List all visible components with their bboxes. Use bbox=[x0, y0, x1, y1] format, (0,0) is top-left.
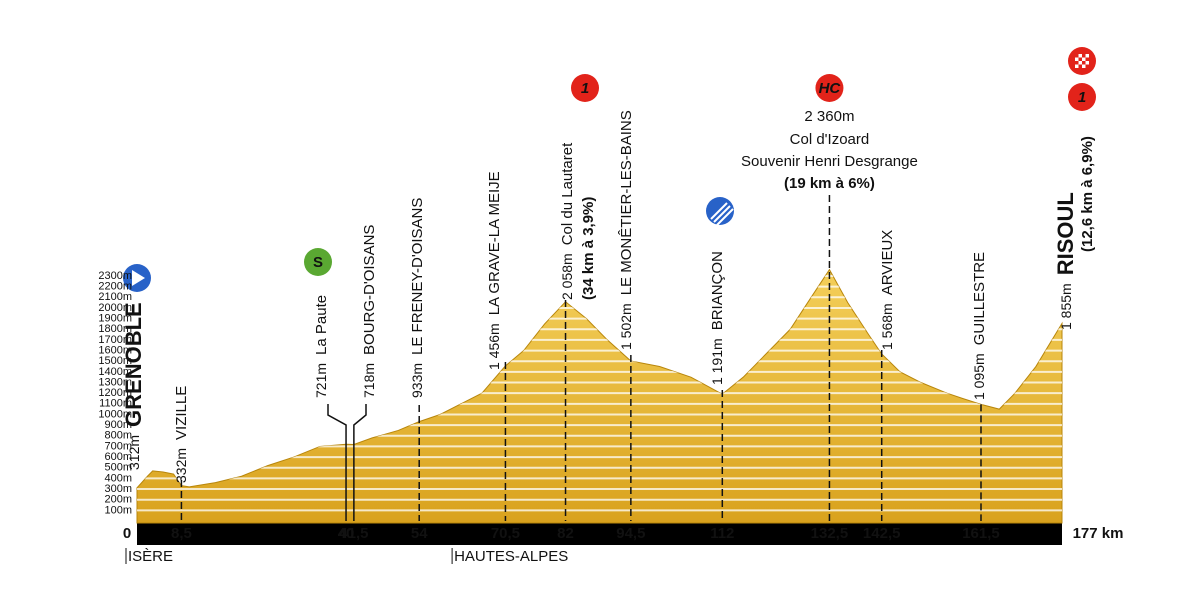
category-badge bbox=[1068, 83, 1096, 111]
waypoint-name: BRIANÇON bbox=[709, 251, 726, 330]
y-tick-label: 1100m bbox=[99, 398, 132, 410]
climb-label: (19 km à 6%) bbox=[784, 175, 875, 192]
sprint-badge bbox=[304, 248, 332, 276]
y-tick-label: 700m bbox=[104, 440, 132, 452]
x-tick-label: 132,5 bbox=[811, 525, 849, 542]
elevation-area bbox=[136, 268, 1063, 524]
x-tick-label: 0 bbox=[123, 525, 131, 542]
climb-label: (12,6 km à 6,9%) bbox=[1079, 136, 1096, 252]
y-tick-label: 1800m bbox=[98, 323, 132, 335]
y-tick-label: 1500m bbox=[98, 355, 132, 367]
waypoint-label: 718m BOURG-D'OISANS bbox=[361, 225, 378, 398]
y-tick-label: 1200m bbox=[98, 387, 132, 399]
category-label: HC bbox=[819, 80, 842, 97]
x-tick-label: 70,5 bbox=[491, 525, 520, 542]
x-tick-label: 161,5 bbox=[962, 525, 1000, 542]
waypoint-label: 332m VIZILLE bbox=[173, 386, 190, 483]
x-tick-label: 82 bbox=[557, 525, 574, 542]
waypoint-label: 721m La Paute bbox=[313, 295, 330, 398]
waypoint-name: Col du Lautaret bbox=[559, 142, 576, 245]
waypoint-name: VIZILLE bbox=[173, 386, 190, 440]
altitude-label: 1 095m bbox=[971, 353, 987, 400]
altitude-label: 721m bbox=[313, 363, 329, 398]
leader-line bbox=[353, 404, 367, 521]
x-tick-label: 40 bbox=[338, 525, 355, 542]
x-tick-label: 41,5 bbox=[339, 525, 368, 542]
waypoint-name: LE MONÊTIER-LES-BAINS bbox=[618, 110, 635, 295]
y-tick-label: 2200m bbox=[98, 281, 132, 293]
sprint-label: S bbox=[313, 254, 323, 271]
climb-label: (34 km à 3,9%) bbox=[580, 197, 597, 300]
category-badge bbox=[815, 74, 844, 102]
waypoint-label: 1 855m RISOUL bbox=[1053, 192, 1078, 330]
y-tick-label: 1700m bbox=[98, 334, 132, 346]
x-tick-label: 112 bbox=[710, 525, 734, 542]
waypoint-name: GRENOBLE bbox=[121, 302, 146, 427]
y-tick-label: 800m bbox=[104, 430, 132, 442]
finish-flag-icon bbox=[1068, 47, 1096, 75]
y-tick-label: 100m bbox=[104, 504, 132, 516]
waypoint-name: Col d'Izoard bbox=[790, 131, 870, 148]
waypoint-name: ARVIEUX bbox=[879, 230, 896, 296]
altitude-label: 2 058m bbox=[559, 253, 575, 300]
y-tick-label: 2100m bbox=[98, 291, 132, 303]
altitude-label: 718m bbox=[361, 363, 377, 398]
altitude-label: 1 191m bbox=[709, 338, 725, 385]
waypoint-name: LE FRENEY-D'OISANS bbox=[409, 198, 426, 355]
y-tick-label: 1300m bbox=[98, 376, 132, 388]
waypoint-label: 1 191m BRIANÇON bbox=[709, 251, 726, 385]
x-tick-label: 8,5 bbox=[171, 525, 192, 542]
waypoint-label: 1 568m ARVIEUX bbox=[879, 230, 896, 350]
region-label: ISÈRE bbox=[128, 548, 173, 565]
y-tick-label: 300m bbox=[104, 483, 132, 495]
altitude-label: 933m bbox=[409, 363, 425, 398]
y-tick-label: 2300m bbox=[98, 270, 132, 282]
feed-zone-icon bbox=[706, 197, 734, 226]
y-tick-label: 2000m bbox=[98, 302, 132, 314]
waypoint-label: 1 456m LA GRAVE-LA MEIJE bbox=[486, 171, 503, 370]
y-tick-label: 1600m bbox=[98, 344, 132, 356]
waypoint-name: GUILLESTRE bbox=[971, 252, 988, 345]
waypoint-label: 312m GRENOBLE bbox=[121, 302, 146, 470]
y-tick-label: 1900m bbox=[98, 313, 132, 325]
waypoint-subtitle: Souvenir Henri Desgrange bbox=[741, 153, 918, 170]
leader-line bbox=[327, 404, 347, 521]
y-tick-label: 1000m bbox=[98, 408, 132, 420]
altitude-label: 332m bbox=[173, 448, 189, 483]
waypoint-name: BOURG-D'OISANS bbox=[361, 225, 378, 355]
category-badge bbox=[571, 74, 599, 102]
y-tick-label: 200m bbox=[104, 494, 132, 506]
y-tick-label: 600m bbox=[104, 451, 132, 463]
start-icon bbox=[123, 264, 151, 292]
waypoint-label: 1 502m LE MONÊTIER-LES-BAINS bbox=[618, 110, 635, 350]
waypoint-name: RISOUL bbox=[1053, 192, 1078, 275]
x-tick-label: 142,5 bbox=[863, 525, 901, 542]
x-tick-label: 54 bbox=[411, 525, 428, 542]
category-label: 1 bbox=[1078, 89, 1086, 106]
y-tick-label: 1400m bbox=[98, 366, 132, 378]
y-tick-label: 400m bbox=[104, 472, 132, 484]
altitude-label: 1 456m bbox=[486, 323, 502, 370]
waypoint-name: La Paute bbox=[313, 295, 330, 355]
x-tick-label: 94,5 bbox=[616, 525, 645, 542]
region-label: HAUTES-ALPES bbox=[454, 548, 568, 565]
y-tick-label: 900m bbox=[104, 419, 132, 431]
km-axis-bar bbox=[137, 523, 1062, 545]
altitude-label: 2 360m bbox=[804, 108, 854, 125]
waypoint-label: 1 095m GUILLESTRE bbox=[971, 252, 988, 400]
waypoint-label: 933m LE FRENEY-D'OISANS bbox=[409, 198, 426, 398]
waypoint-name: LA GRAVE-LA MEIJE bbox=[486, 171, 503, 315]
altitude-label: 1 502m bbox=[618, 303, 634, 350]
x-tick-label: 177 km bbox=[1073, 525, 1124, 542]
waypoint-label: 2 058m Col du Lautaret bbox=[559, 142, 576, 300]
altitude-label: 1 568m bbox=[879, 303, 895, 350]
y-tick-label: 500m bbox=[104, 462, 132, 474]
altitude-label: 312m bbox=[126, 435, 142, 470]
category-label: 1 bbox=[581, 80, 589, 97]
altitude-label: 1 855m bbox=[1058, 283, 1074, 330]
